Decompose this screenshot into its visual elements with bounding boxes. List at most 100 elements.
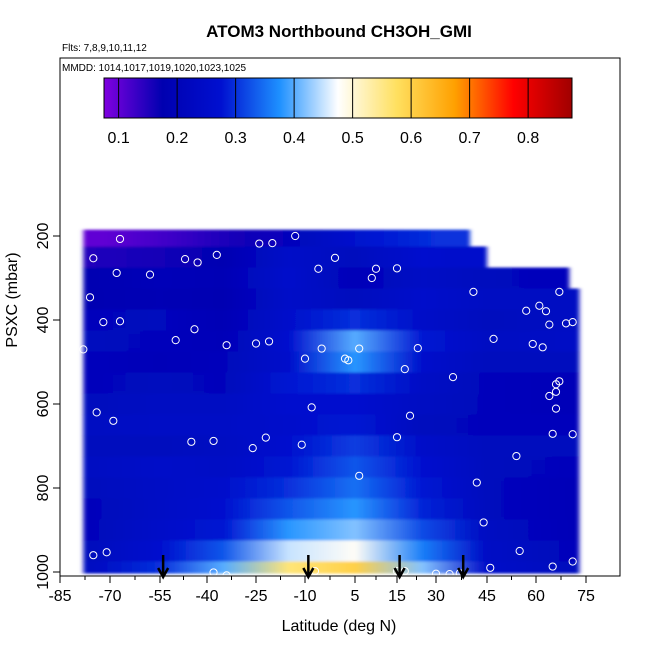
sample-point [367, 273, 376, 283]
sample-point [112, 268, 121, 278]
heatmap-band [83, 561, 580, 574]
sample-point [551, 404, 561, 413]
colorbar-gradient [103, 77, 573, 119]
sample-point [222, 341, 231, 350]
sample-point [545, 320, 554, 329]
sample-point [555, 377, 564, 386]
y-tick-label: 600 [35, 391, 52, 418]
sample-point [568, 318, 577, 327]
sample-point [472, 478, 481, 487]
y-tick-label: 1000 [35, 554, 52, 590]
sample-point [109, 416, 118, 425]
sample-point [209, 436, 218, 446]
sample-point [102, 548, 111, 557]
colorbar-tick-label: 0.7 [459, 130, 481, 147]
sample-point [400, 567, 409, 576]
y-tick-label: 800 [35, 475, 52, 502]
x-tick-label: 75 [577, 588, 595, 605]
sample-point [405, 411, 415, 420]
sample-point [92, 408, 101, 417]
y-axis-title: PSXC (mbar) [4, 252, 21, 347]
sample-point [79, 345, 88, 354]
colorbar-tick-label: 0.4 [283, 130, 305, 147]
sample-point [212, 250, 221, 259]
heatmap-layer [83, 229, 580, 574]
heatmap-band [83, 372, 580, 394]
heatmap-band [83, 288, 580, 310]
sample-point [535, 301, 544, 310]
sample-point [541, 307, 551, 316]
sample-point [300, 354, 310, 363]
x-tick-label: 30 [427, 588, 445, 605]
sample-point [486, 563, 495, 572]
sample-point [413, 344, 422, 353]
sample-point [522, 306, 531, 315]
flight-arrow [393, 555, 406, 580]
sample-point [99, 318, 108, 327]
sample-point [255, 239, 264, 248]
sample-point [317, 344, 326, 353]
sample-point [85, 293, 95, 302]
sample-point [180, 255, 190, 264]
sample-point [538, 343, 547, 352]
x-axis-title: Latitude (deg N) [282, 618, 397, 635]
sample-point [400, 365, 409, 374]
sample-point [548, 562, 557, 571]
sample-point [222, 571, 231, 580]
colorbar-tick-label: 0.1 [108, 130, 130, 147]
dates-note: MMDD: 1014,1017,1019,1020,1023,1025 [62, 63, 246, 74]
colorbar-tick-label: 0.3 [225, 130, 247, 147]
y-tick-label: 200 [35, 223, 52, 250]
flight-arrow [157, 555, 170, 580]
x-tick-label: 15 [388, 588, 406, 605]
sample-point [307, 403, 316, 412]
sample-point [297, 440, 306, 449]
heatmap-band [83, 519, 580, 541]
sample-point [548, 429, 557, 438]
sample-point [445, 570, 454, 579]
y-axis: 200 400 600 800 1000 [35, 223, 60, 590]
x-axis: -85 -70 -55 -40 -25 -10 5 15 30 45 60 75 [48, 576, 595, 605]
heatmap-band [83, 309, 580, 331]
sample-point [261, 433, 270, 442]
sample-point [528, 339, 537, 349]
sample-point [551, 387, 561, 396]
x-tick-label: 45 [478, 588, 496, 605]
flight-arrow [302, 555, 315, 580]
sample-point [171, 336, 180, 345]
colorbar-tick-label: 0.6 [400, 130, 422, 147]
heatmap-band [83, 540, 580, 562]
heatmap-band [83, 229, 470, 247]
sample-point [448, 373, 458, 382]
heatmap-band [83, 351, 580, 373]
colorbar: 0.1 0.2 0.3 0.4 0.5 0.6 0.7 0.8 [103, 77, 573, 147]
heatmap-band [83, 330, 580, 352]
heatmap-band [83, 435, 580, 457]
flights-note: Flts: 7,8,9,10,11,12 [62, 43, 147, 54]
chart-title: ATOM3 Northbound CH3OH_GMI [206, 22, 472, 41]
sample-point [568, 557, 577, 566]
heatmap-band [83, 393, 580, 415]
sample-point [89, 551, 98, 560]
sample-point [545, 391, 554, 401]
sample-point [314, 264, 323, 273]
sample-point [355, 471, 364, 480]
sample-point [479, 518, 488, 527]
heatmap-band [83, 456, 580, 478]
sample-point [469, 287, 478, 296]
colorbar-ticks: 0.1 0.2 0.3 0.4 0.5 0.6 0.7 0.8 [108, 78, 539, 147]
sample-point [330, 253, 340, 262]
sample-point [344, 356, 353, 365]
flight-arrow [457, 555, 470, 580]
sample-point [371, 264, 381, 273]
sample-point [268, 239, 277, 248]
colorbar-tick-label: 0.2 [166, 130, 188, 147]
heatmap-band [83, 477, 580, 499]
y-tick-label: 400 [35, 307, 52, 334]
sample-point [489, 334, 498, 343]
heatmap-band [83, 246, 487, 268]
sample-point [115, 234, 125, 244]
x-tick-label: 60 [527, 588, 545, 605]
sample-point [187, 437, 196, 446]
sample-point [145, 270, 155, 279]
